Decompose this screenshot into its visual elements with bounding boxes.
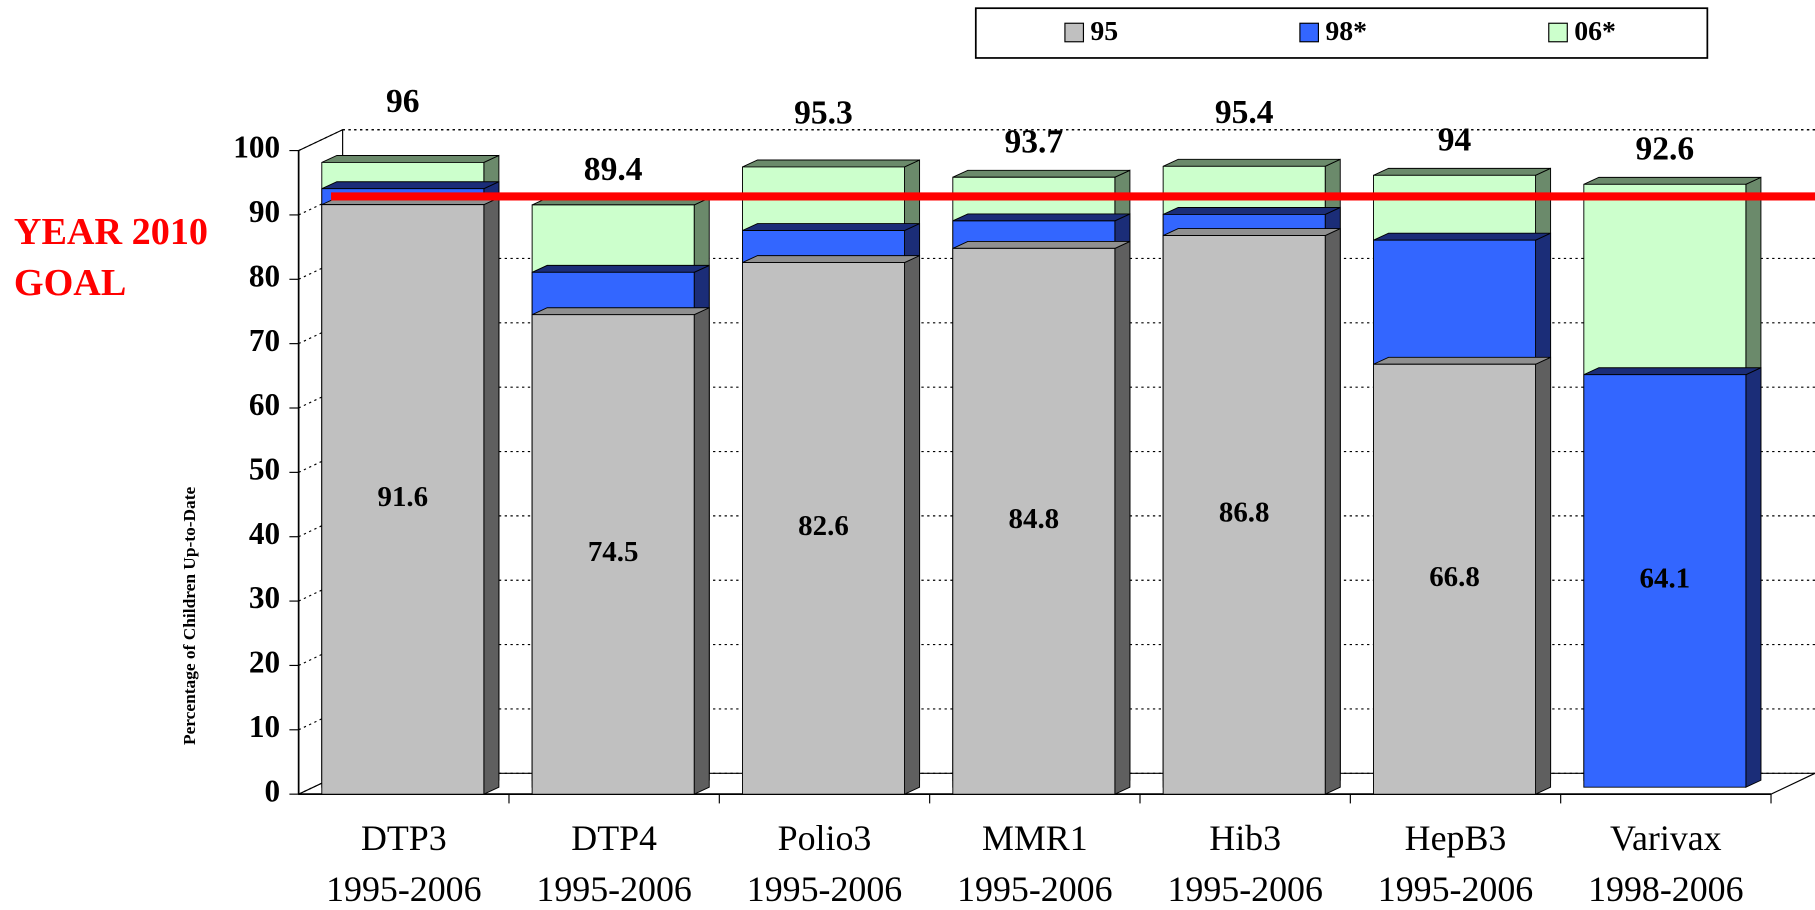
legend-box bbox=[974, 7, 1709, 59]
bar-face bbox=[952, 247, 1116, 795]
y-tick-label: 0 bbox=[264, 773, 280, 808]
bar-face bbox=[531, 307, 710, 316]
data-label: 66.8 bbox=[1429, 561, 1480, 593]
y-tick-label: 70 bbox=[249, 323, 280, 358]
bar bbox=[1583, 367, 1762, 788]
bar-face bbox=[952, 213, 1131, 222]
x-tick-label: MMR1 bbox=[982, 818, 1088, 858]
legend-label: 98* bbox=[1325, 16, 1367, 47]
legend-swatch bbox=[1064, 22, 1085, 43]
x-tick-label: 1995-2006 bbox=[1167, 869, 1322, 909]
x-tick-label: DTP4 bbox=[571, 818, 657, 858]
bar-face bbox=[742, 262, 905, 795]
data-label: 92.6 bbox=[1635, 131, 1694, 168]
x-tick-label: Hib3 bbox=[1209, 818, 1281, 858]
bar-face bbox=[321, 204, 485, 795]
x-tick-label: 1995-2006 bbox=[536, 869, 691, 909]
bar bbox=[321, 196, 500, 795]
bar-face bbox=[742, 159, 920, 168]
data-label: 95.4 bbox=[1215, 94, 1274, 131]
x-tick-label: Polio3 bbox=[778, 818, 872, 858]
y-tick-label: 60 bbox=[249, 387, 280, 422]
data-label: 96 bbox=[386, 83, 420, 120]
x-tick-label: 1995-2006 bbox=[1378, 869, 1533, 909]
bar bbox=[1373, 356, 1552, 795]
x-tick-label: HepB3 bbox=[1405, 818, 1507, 858]
bar bbox=[531, 307, 710, 795]
bar-face bbox=[1373, 356, 1551, 365]
y-tick-label: 30 bbox=[249, 580, 280, 615]
y-axis-label: Percentage of Children Up-to-Date bbox=[180, 486, 199, 745]
legend-swatch bbox=[1299, 22, 1320, 43]
bar-face bbox=[693, 307, 710, 795]
data-label: 94 bbox=[1438, 122, 1472, 159]
bar-face bbox=[1535, 356, 1552, 795]
data-label: 82.6 bbox=[798, 510, 849, 542]
data-label: 84.8 bbox=[1009, 503, 1060, 535]
x-tick-label: 1998-2006 bbox=[1588, 869, 1743, 909]
data-label: 89.4 bbox=[584, 151, 643, 188]
x-tick-label: DTP3 bbox=[361, 818, 447, 858]
bar-face bbox=[1114, 240, 1131, 795]
bar-face bbox=[1324, 227, 1341, 795]
bar bbox=[742, 254, 921, 795]
y-tick-label: 80 bbox=[249, 258, 280, 293]
bar-face bbox=[742, 223, 920, 231]
goal-label: GOAL bbox=[14, 262, 126, 304]
legend-label: 95 bbox=[1090, 16, 1118, 47]
data-label: 95.3 bbox=[794, 95, 853, 132]
bar-face bbox=[1162, 228, 1341, 236]
x-tick-label: Varivax bbox=[1610, 818, 1722, 858]
bar-face bbox=[1745, 367, 1762, 788]
data-label: 74.5 bbox=[588, 536, 639, 568]
legend-label: 06* bbox=[1574, 16, 1616, 47]
legend-swatch bbox=[1548, 22, 1568, 43]
bar-face bbox=[531, 314, 695, 795]
bar-face bbox=[1162, 158, 1341, 167]
bar-face bbox=[1583, 367, 1762, 376]
data-label: 93.7 bbox=[1004, 124, 1063, 161]
x-tick-label: 1995-2006 bbox=[326, 869, 481, 909]
bar-face bbox=[1583, 176, 1762, 185]
bar-face bbox=[1162, 235, 1326, 795]
bar-face bbox=[904, 254, 921, 795]
data-label: 64.1 bbox=[1640, 563, 1691, 595]
y-tick-label: 40 bbox=[249, 516, 280, 551]
bar-face bbox=[1373, 363, 1537, 795]
data-label: 91.6 bbox=[378, 481, 429, 513]
y-tick-label: 50 bbox=[249, 452, 280, 487]
bar-face bbox=[952, 240, 1131, 249]
bar-face bbox=[1583, 374, 1747, 788]
x-tick-label: 1995-2006 bbox=[747, 869, 902, 909]
grid-line-wall bbox=[298, 129, 343, 152]
bar-face bbox=[742, 255, 920, 264]
bar-face bbox=[321, 155, 500, 163]
bar-face bbox=[531, 264, 710, 273]
bar-face bbox=[483, 196, 500, 795]
bar-face bbox=[952, 169, 1131, 178]
bar-face bbox=[1162, 207, 1341, 215]
y-tick-label: 100 bbox=[233, 130, 280, 165]
bar-face bbox=[1373, 232, 1551, 241]
y-tick-label: 20 bbox=[249, 645, 280, 680]
goal-label: YEAR 2010 bbox=[14, 211, 208, 253]
bar-face bbox=[1373, 167, 1551, 176]
bar bbox=[952, 240, 1131, 795]
y-tick-label: 90 bbox=[249, 194, 280, 229]
data-label: 86.8 bbox=[1219, 496, 1270, 528]
y-tick-label: 10 bbox=[249, 709, 280, 744]
bar bbox=[1162, 227, 1341, 795]
bar-face bbox=[321, 181, 500, 190]
x-tick-label: 1995-2006 bbox=[957, 869, 1112, 909]
